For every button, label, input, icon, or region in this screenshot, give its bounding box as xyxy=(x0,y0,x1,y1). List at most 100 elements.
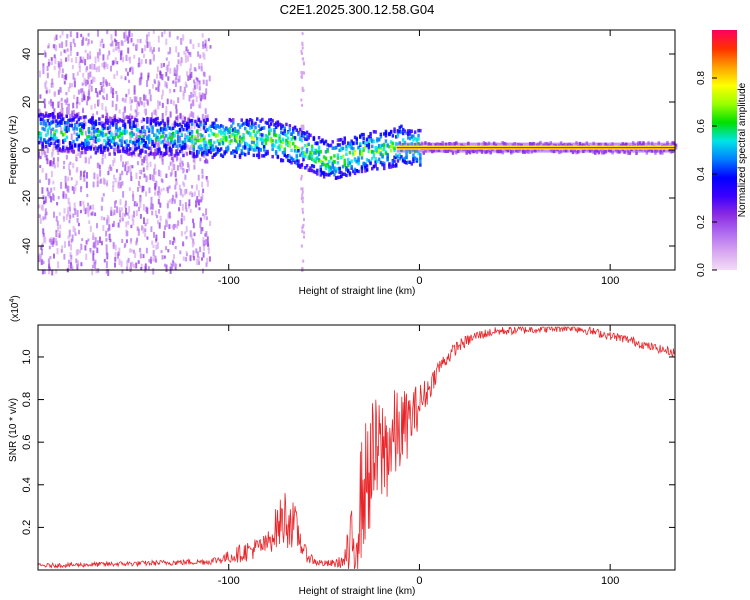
spectrogram-cell xyxy=(117,146,120,150)
spectrogram-cell xyxy=(269,118,273,122)
spectrogram-cell xyxy=(261,133,264,137)
spectrogram-cell xyxy=(123,140,127,144)
spectrogram-cell xyxy=(80,262,83,267)
spectrogram-cell xyxy=(153,118,156,123)
spectrogram-cell xyxy=(44,82,47,88)
spectrogram-cell xyxy=(55,136,58,141)
spectrogram-cell xyxy=(38,214,41,218)
spectrogram-cell xyxy=(237,138,240,142)
spectrogram-cell xyxy=(317,151,321,155)
spectrogram-cell xyxy=(314,148,317,153)
spectrogram-cell xyxy=(324,166,328,171)
spectrogram-cell xyxy=(193,191,196,197)
spectrogram-cell xyxy=(153,154,156,159)
spectrogram-cell xyxy=(57,101,60,108)
spectrogram-cell xyxy=(118,138,122,143)
spectrogram-cell xyxy=(202,150,206,155)
spectrogram-cell xyxy=(157,100,160,107)
spectrogram-cell xyxy=(183,139,187,143)
spectrogram-cell xyxy=(62,133,65,137)
spectrogram-cell xyxy=(254,125,257,130)
spectrogram-cell xyxy=(137,63,140,68)
spectrogram-cell xyxy=(206,114,209,119)
spectrogram-cell xyxy=(111,119,115,123)
spectrogram-cell xyxy=(396,159,400,163)
spectrogram-cell xyxy=(124,164,127,172)
spectrogram-cell xyxy=(72,213,75,218)
spectrogram-cell xyxy=(147,134,151,138)
spectrogram-cell xyxy=(92,124,96,128)
spectrogram-cell xyxy=(216,139,219,143)
spectrogram-cell xyxy=(189,118,192,123)
spectrogram-cell xyxy=(105,230,108,237)
spectrogram-cell xyxy=(85,253,88,261)
spectrogram-cell xyxy=(78,65,81,73)
spectrogram-cell xyxy=(278,139,281,143)
spectrogram-cell xyxy=(43,145,45,150)
spectrogram-cell xyxy=(297,149,300,153)
spectrogram-cell xyxy=(200,196,203,203)
spectrogram-cell xyxy=(144,141,147,146)
spectrogram-cell xyxy=(182,256,185,261)
spectrogram-cell xyxy=(51,269,54,276)
spectrogram-cell xyxy=(82,171,85,178)
spectrogram-cell xyxy=(187,144,190,150)
spectrogram-cell xyxy=(84,245,87,251)
spectrogram-cell xyxy=(125,130,128,134)
spectrogram-cell xyxy=(102,224,105,232)
spectrogram-cell xyxy=(55,269,58,274)
spectrogram-cell xyxy=(41,148,44,154)
spectrogram-cell xyxy=(73,187,75,195)
spectrogram-cell xyxy=(307,156,310,160)
spectrogram-cell xyxy=(43,119,46,123)
spectrogram-cell xyxy=(250,140,254,144)
spectrogram-cell xyxy=(141,130,144,135)
spectrogram-cell xyxy=(298,164,302,168)
spectrogram-cell xyxy=(206,236,209,243)
spectrogram-cell xyxy=(49,256,52,260)
spectrogram-cell xyxy=(187,138,190,142)
spectrogram-cell xyxy=(238,139,242,143)
spectrogram-cell xyxy=(44,144,48,149)
spectrogram-cell xyxy=(130,140,134,144)
spectrogram-cell xyxy=(203,72,206,78)
spectrogram-cell xyxy=(245,130,249,134)
spectrogram-cell xyxy=(167,51,170,55)
spectrogram-cell xyxy=(171,168,174,176)
spectrogram-cell xyxy=(204,108,207,114)
spectrogram-cell xyxy=(133,96,136,102)
spectrogram-cell xyxy=(376,159,379,163)
spectrogram-cell xyxy=(139,149,142,154)
spectrogram-cell xyxy=(149,161,152,167)
spectrogram-cell xyxy=(151,112,154,119)
spectrogram-cell xyxy=(393,164,396,168)
colorbar-tick-label: 0.6 xyxy=(696,119,707,133)
spectrogram-cell xyxy=(137,145,141,149)
spectrogram-cell xyxy=(274,125,278,129)
spectrogram-cell xyxy=(184,56,187,63)
spectrogram-cell xyxy=(89,51,92,56)
spectrogram-cell xyxy=(113,157,116,164)
spectrogram-cell xyxy=(391,145,395,149)
spectrogram-cell xyxy=(350,165,353,169)
spectrogram-cell xyxy=(338,170,341,174)
spectrogram-cell xyxy=(130,171,132,177)
spectrogram-cell xyxy=(309,133,312,138)
spectrogram-cell xyxy=(153,168,156,175)
spectrogram-cell xyxy=(192,159,195,163)
spectrogram-cell xyxy=(137,112,140,116)
spectrogram-cell xyxy=(405,155,408,160)
spectrogram-cell xyxy=(77,144,80,149)
spectrogram-cell xyxy=(114,57,117,64)
spectrogram-cell xyxy=(110,133,113,137)
spectrogram-cell xyxy=(151,130,154,134)
spectrogram-cell xyxy=(150,46,152,51)
spectrogram-cell xyxy=(412,153,415,157)
spectrogram-cell xyxy=(177,97,180,104)
spectrogram-cell xyxy=(139,79,142,85)
spectrogram-cell xyxy=(58,230,61,236)
spectrogram-cell xyxy=(170,134,173,141)
spectrogram-cell xyxy=(102,43,105,49)
spectrogram-cell xyxy=(374,130,377,134)
